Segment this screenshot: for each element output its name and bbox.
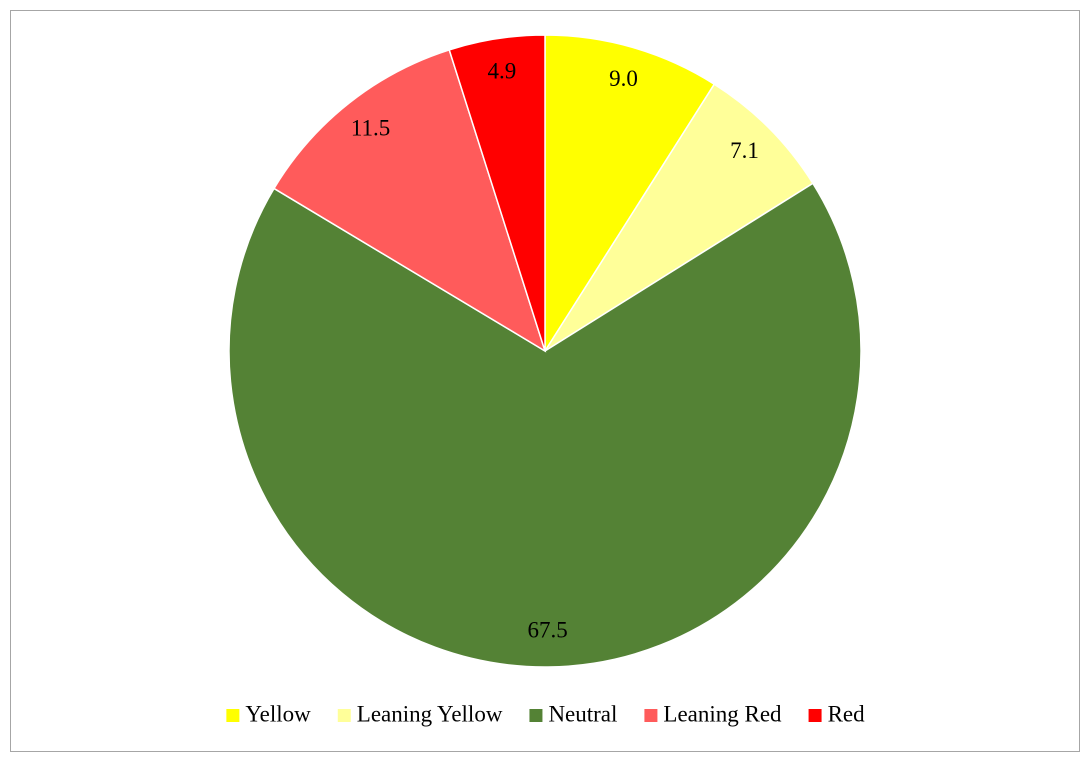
legend-swatch — [529, 709, 543, 722]
pie-slice — [544, 34, 716, 354]
data-label: 4.9 — [488, 58, 517, 83]
legend-swatch — [644, 709, 658, 722]
pie-slice — [272, 48, 547, 353]
legend-label: Red — [828, 701, 866, 726]
legend-label: Leaning Yellow — [357, 701, 503, 726]
legend-swatch — [337, 709, 351, 722]
legend: Yellow Leaning Yellow Neutral Leaning Red Re… — [226, 701, 865, 726]
data-labels: 9.0 7.1 67.5 11.5 4.9 — [351, 58, 759, 642]
data-label: 11.5 — [351, 116, 390, 141]
legend-label: Yellow — [245, 701, 311, 726]
pie — [228, 34, 862, 668]
pie-slice — [228, 182, 862, 668]
pie-slice — [448, 34, 546, 352]
legend-label: Leaning Red — [663, 701, 782, 726]
data-label: 7.1 — [730, 138, 759, 163]
data-label: 67.5 — [528, 618, 568, 643]
legend-label: Neutral — [548, 701, 617, 726]
legend-swatch — [226, 709, 240, 722]
pie-slice — [544, 83, 814, 352]
legend-swatch — [808, 709, 822, 722]
data-label: 9.0 — [609, 66, 638, 91]
